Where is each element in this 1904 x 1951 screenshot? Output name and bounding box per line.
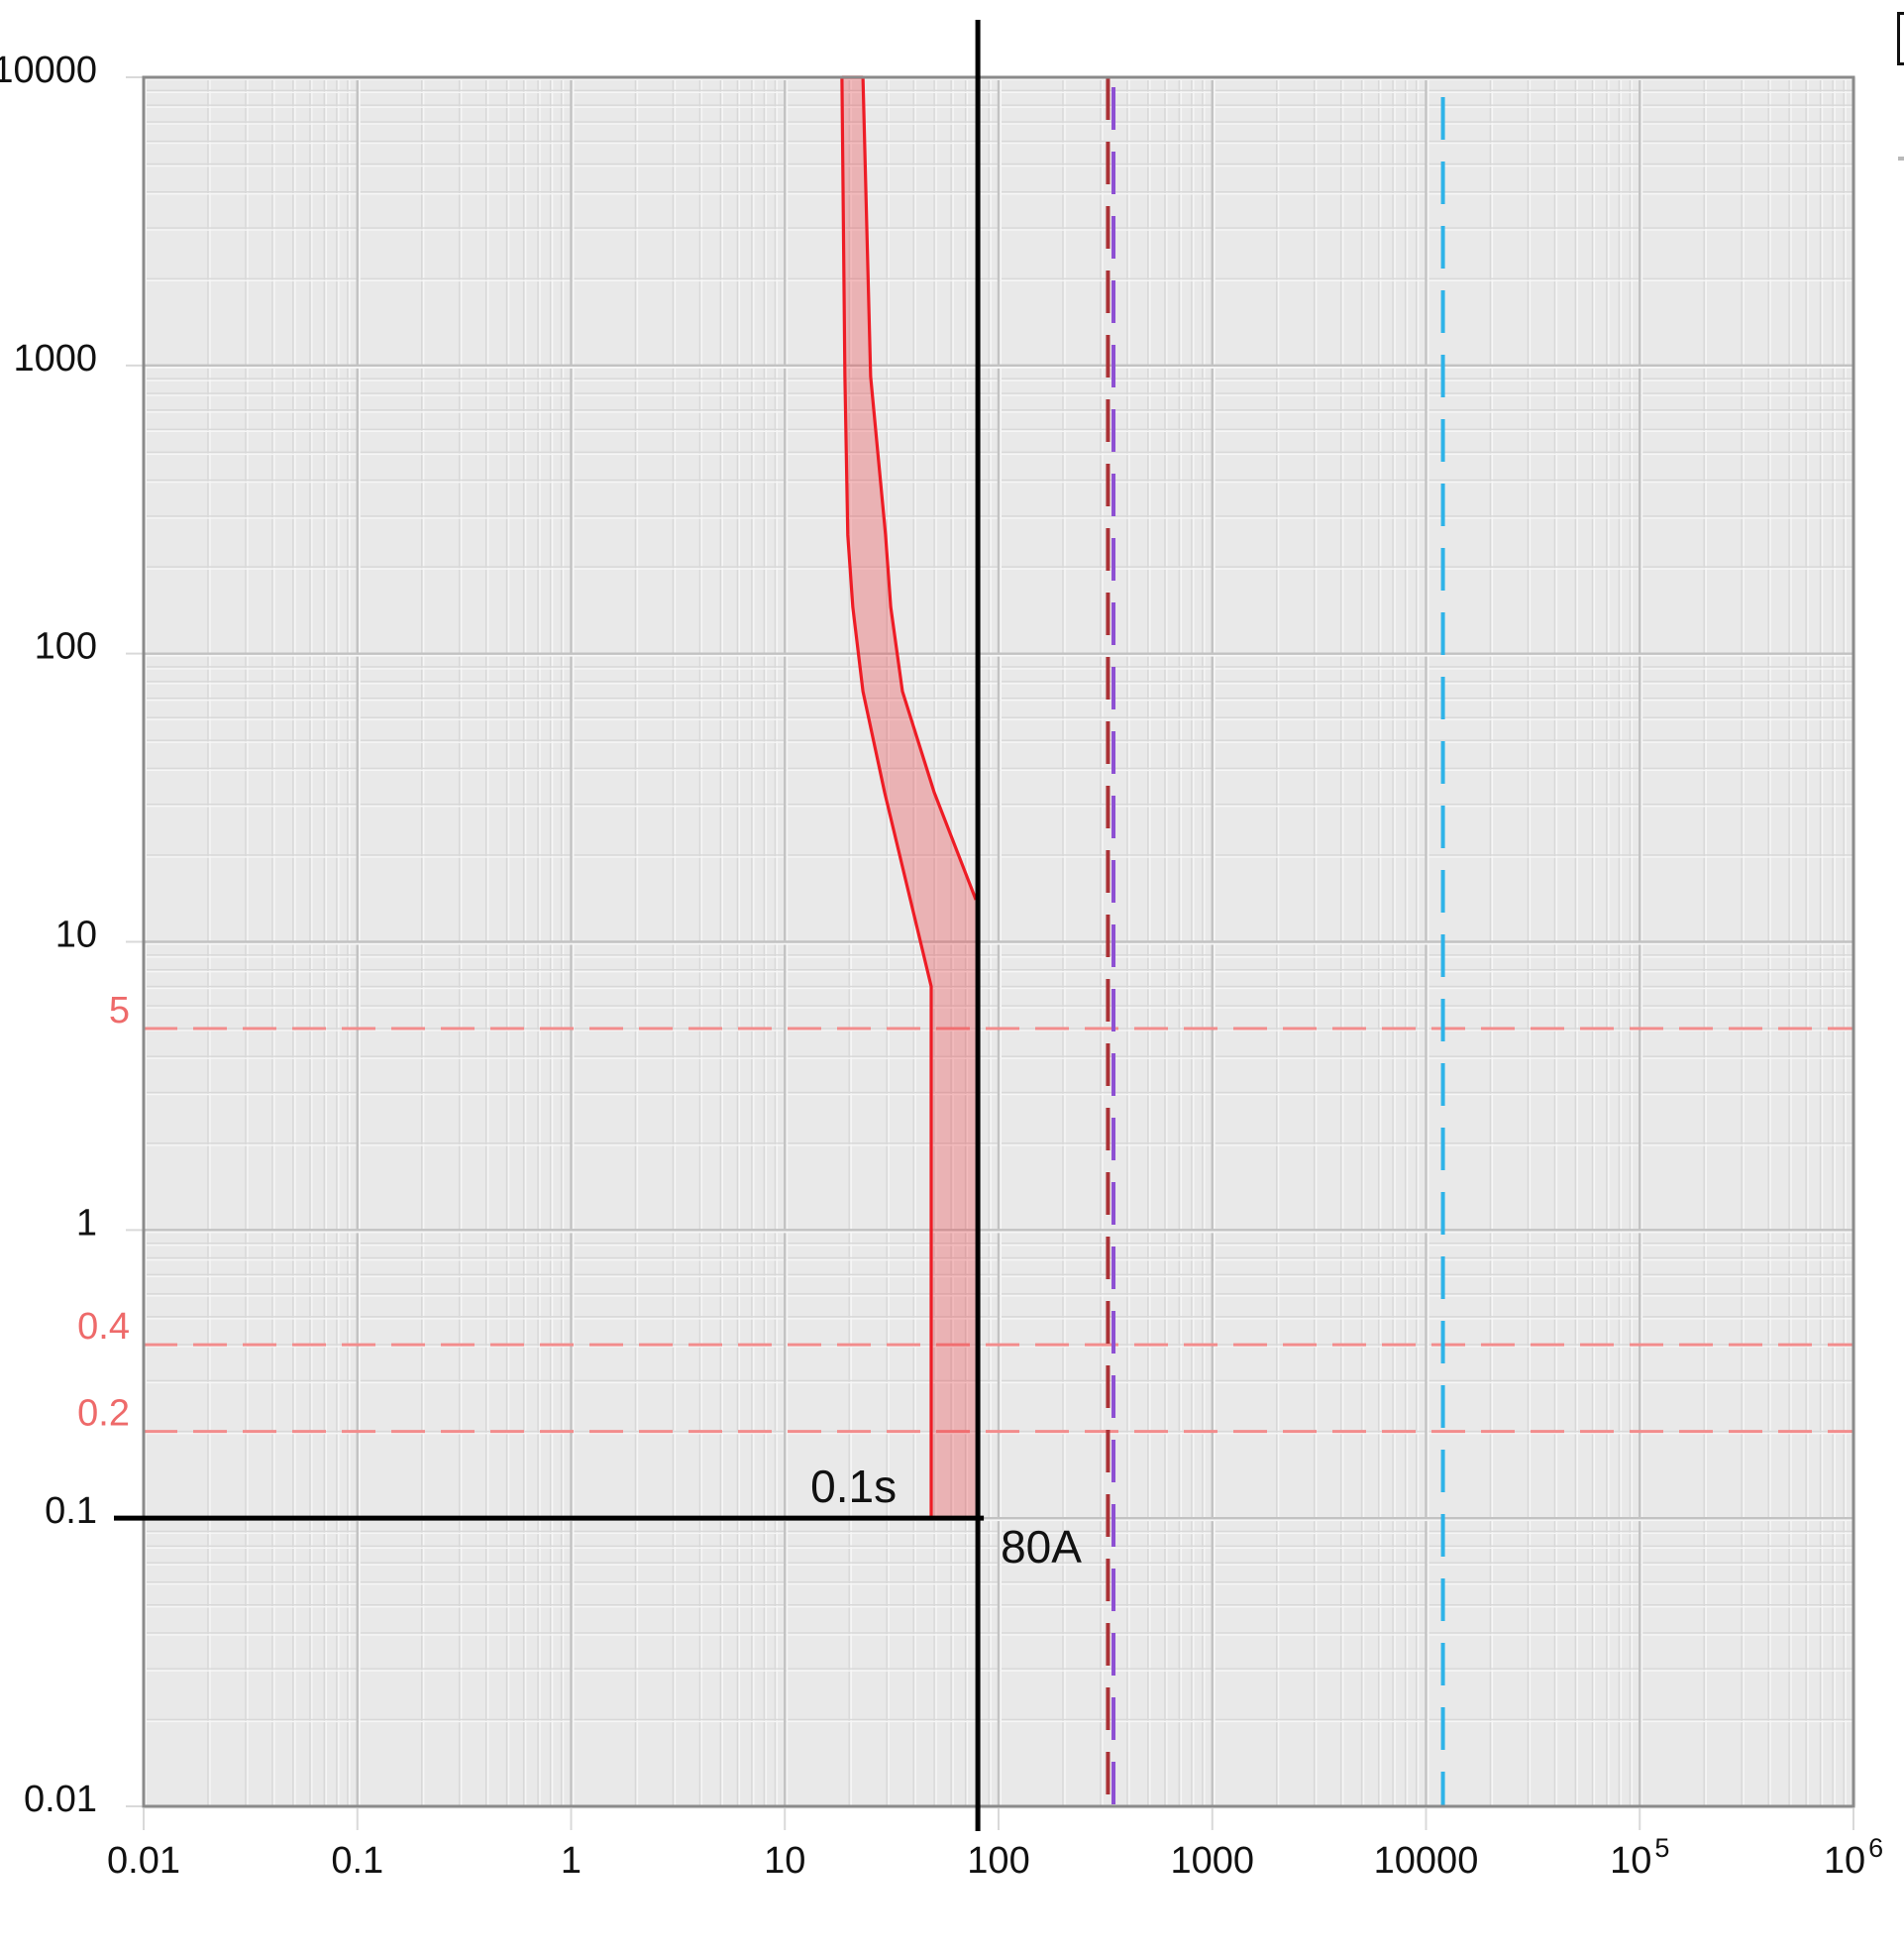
x-axis-label: 10000 — [1374, 1840, 1479, 1882]
y-axis-label: 10 — [55, 915, 97, 956]
x-axis-label: 10 — [764, 1840, 805, 1882]
y-axis-label: 10000 — [0, 50, 97, 91]
current-80a-label: 80A — [1001, 1521, 1082, 1572]
y-axis-label: 0.01 — [24, 1779, 97, 1820]
x-axis-label: 10 6 — [1824, 1833, 1883, 1882]
time-limit-label: 5 — [109, 990, 130, 1031]
y-axis-label: 100 — [35, 626, 97, 668]
y-axis-label: 0.1 — [45, 1490, 97, 1532]
y-axis-label: 1 — [76, 1202, 97, 1244]
time-limit-label: 0.4 — [77, 1306, 130, 1348]
trip-band-min-curve — [840, 76, 933, 1519]
legend-box-partial — [1897, 12, 1904, 65]
time-0p1s-label: 0.1s — [810, 1461, 897, 1512]
legend-tick-fragment — [1898, 157, 1904, 161]
y-axis-label: 1000 — [13, 338, 97, 379]
x-axis-label: 1 — [561, 1840, 582, 1882]
trip-band-max-curve — [861, 76, 978, 901]
x-axis-label: 100 — [967, 1840, 1029, 1882]
x-axis-label: 0.01 — [107, 1840, 180, 1882]
x-axis-label: 10 5 — [1610, 1833, 1669, 1882]
time-limit-label: 0.2 — [77, 1393, 130, 1435]
x-axis-label: 1000 — [1170, 1840, 1254, 1882]
x-axis-label: 0.1 — [331, 1840, 383, 1882]
plot-border — [142, 75, 1855, 1808]
